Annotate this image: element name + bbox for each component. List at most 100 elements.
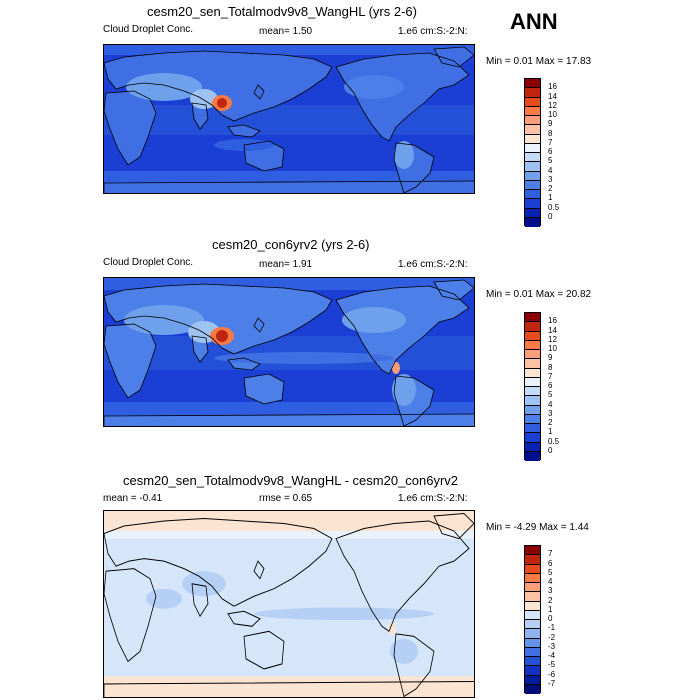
colorbar-swatch [525,106,540,116]
colorbar-swatch [525,396,540,406]
colorbar-label: 7 [548,137,553,147]
colorbar-swatch [525,387,540,397]
colorbar-swatch [525,171,540,181]
colorbar-label: 9 [548,119,553,129]
colorbar-label: 7 [548,549,553,559]
colorbar-label: 3 [548,408,553,418]
colorbar-swatch [525,424,540,434]
colorbar-swatch [525,208,540,218]
colorbar-swatch [525,322,540,332]
panel-2-variable-label: Cloud Droplet Conc. [103,257,194,268]
colorbar-swatch [525,629,540,639]
colorbar-swatch [525,190,540,200]
colorbar-swatch [525,340,540,350]
colorbar-swatch [525,313,540,323]
colorbar-swatch [525,153,540,163]
colorbar-swatch [525,675,540,685]
colorbar-label: 0 [548,614,553,623]
panel-1-colorbar [524,78,541,227]
colorbar-swatch [525,405,540,415]
colorbar-swatch [525,583,540,593]
colorbar-swatch [525,573,540,583]
colorbar-swatch [525,610,540,620]
colorbar-label: 3 [548,174,553,184]
colorbar-swatch [525,647,540,657]
colorbar-swatch [525,125,540,135]
colorbar-label: 8 [548,362,553,372]
colorbar-label: 1 [548,193,553,203]
colorbar-swatch [525,143,540,153]
colorbar-swatch [525,451,540,461]
panel-3-rmse: rmse = 0.65 [259,493,313,504]
colorbar-swatch [525,620,540,630]
colorbar-label: -7 [548,678,556,688]
colorbar-label: -5 [548,660,556,670]
colorbar-swatch [525,601,540,611]
colorbar-label: -1 [548,623,556,633]
panel-3-units: 1.e6 cm:S:-2:N: [398,493,468,504]
panel-3-minmax: Min = -4.29 Max = 1.44 [486,522,589,533]
colorbar-swatch [525,116,540,126]
colorbar-swatch [525,592,540,602]
colorbar-swatch [525,414,540,424]
colorbar-label: 0 [548,211,553,221]
colorbar-label: 8 [548,128,553,138]
colorbar-label: -4 [548,651,556,660]
colorbar-label: 3 [548,586,553,596]
colorbar-swatch [525,684,540,694]
colorbar-swatch [525,564,540,574]
colorbar-swatch [525,359,540,369]
colorbar-swatch [525,331,540,341]
panel-1-mean: mean= 1.50 [259,26,313,37]
colorbar-label: 5 [548,156,553,166]
colorbar-label: 4 [548,399,553,409]
colorbar-label: 5 [548,567,553,577]
colorbar-label: 10 [548,110,557,119]
colorbar-label: 0.5 [548,202,560,212]
panel-3-map [103,510,475,698]
colorbar-label: 1 [548,604,553,614]
colorbar-label: 2 [548,418,553,427]
colorbar-swatch [525,79,540,89]
panel-3-colorbar [524,545,541,694]
colorbar-label: 0.5 [548,436,560,446]
colorbar-label: 4 [548,165,553,175]
colorbar-label: -3 [548,641,556,651]
colorbar-label: 7 [548,371,553,381]
colorbar-swatch [525,377,540,387]
colorbar-label: -6 [548,669,556,679]
panel-3-title: cesm20_sen_Totalmodv9v8_WangHL - cesm20_… [123,473,459,488]
panel-1-map [103,44,475,194]
colorbar-label: 9 [548,353,553,363]
colorbar-label: 6 [548,558,553,568]
colorbar-swatch [525,666,540,676]
panel-2-units: 1.e6 cm:S:-2:N: [398,259,468,270]
panel-2-minmax: Min = 0.01 Max = 20.82 [486,289,592,300]
colorbar-swatch [525,134,540,144]
colorbar-swatch [525,162,540,172]
colorbar-label: 2 [548,595,553,605]
colorbar-swatch [525,433,540,443]
panel-2-map [103,277,475,427]
colorbar-label: 14 [548,325,557,335]
colorbar-swatch [525,199,540,209]
colorbar-label: 16 [548,316,557,326]
colorbar-swatch [525,180,540,190]
season-label: ANN [510,9,558,34]
colorbar-label: 2 [548,184,553,193]
panel-1-variable-label: Cloud Droplet Conc. [103,24,194,35]
colorbar-swatch [525,217,540,227]
colorbar-label: 5 [548,390,553,400]
panel-2-colorbar [524,312,541,461]
colorbar-label: 1 [548,427,553,437]
colorbar-label: 0 [548,445,553,455]
colorbar-swatch [525,546,540,556]
panel-1-units: 1.e6 cm:S:-2:N: [398,26,468,37]
colorbar-swatch [525,88,540,98]
colorbar-label: 4 [548,577,553,586]
panel-2-title: cesm20_con6yrv2 (yrs 2-6) [212,237,370,252]
colorbar-swatch [525,638,540,648]
colorbar-swatch [525,350,540,360]
colorbar-label: 10 [548,344,557,353]
colorbar-swatch [525,657,540,667]
